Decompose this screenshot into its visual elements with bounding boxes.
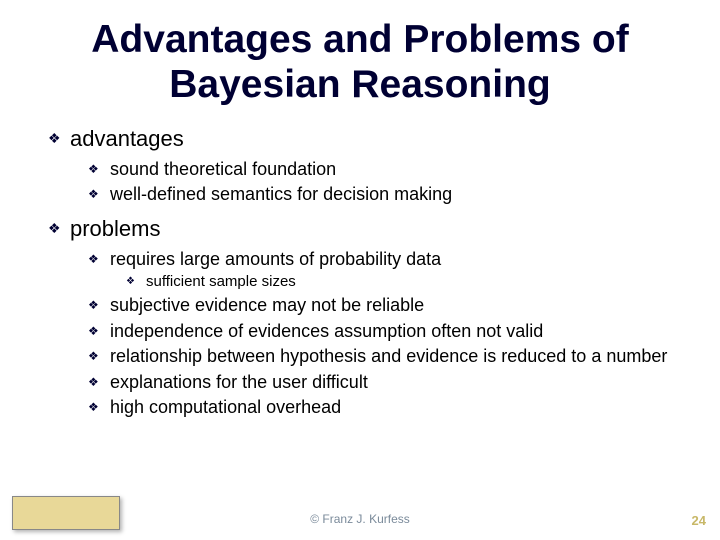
diamond-bullet-icon: ❖ [88,248,110,266]
list-item: ❖ relationship between hypothesis and ev… [88,345,680,368]
section-label: problems [70,216,160,242]
list-item: ❖ subjective evidence may not be reliabl… [88,294,680,317]
diamond-bullet-icon: ❖ [126,273,146,287]
item-text: well-defined semantics for decision maki… [110,183,452,206]
diamond-bullet-icon: ❖ [88,345,110,363]
list-item: ❖ explanations for the user difficult [88,371,680,394]
item-text: explanations for the user difficult [110,371,368,394]
sub-list-item: ❖ sufficient sample sizes [126,273,680,290]
list-item: ❖ independence of evidences assumption o… [88,320,680,343]
copyright-text: © Franz J. Kurfess [0,512,720,526]
slide-title: Advantages and Problems of Bayesian Reas… [40,18,680,108]
diamond-bullet-icon: ❖ [88,183,110,201]
list-item: ❖ requires large amounts of probability … [88,248,680,271]
diamond-bullet-icon: ❖ [48,126,70,147]
section-items: ❖ requires large amounts of probability … [48,248,680,419]
section-heading: ❖ problems [48,216,680,242]
diamond-bullet-icon: ❖ [88,294,110,312]
section-heading: ❖ advantages [48,126,680,152]
page-number: 24 [692,513,706,528]
section-label: advantages [70,126,184,152]
list-item: ❖ high computational overhead [88,396,680,419]
diamond-bullet-icon: ❖ [88,396,110,414]
slide: Advantages and Problems of Bayesian Reas… [0,0,720,540]
diamond-bullet-icon: ❖ [88,158,110,176]
item-text: relationship between hypothesis and evid… [110,345,667,368]
item-text: sound theoretical foundation [110,158,336,181]
diamond-bullet-icon: ❖ [88,371,110,389]
sub-item-text: sufficient sample sizes [146,273,296,290]
section-items: ❖ sound theoretical foundation ❖ well-de… [48,158,680,206]
list-item: ❖ sound theoretical foundation [88,158,680,181]
sub-items: ❖ sufficient sample sizes [88,273,680,290]
diamond-bullet-icon: ❖ [88,320,110,338]
item-text: high computational overhead [110,396,341,419]
item-text: requires large amounts of probability da… [110,248,441,271]
slide-content: ❖ advantages ❖ sound theoretical foundat… [40,126,680,419]
diamond-bullet-icon: ❖ [48,216,70,237]
list-item: ❖ well-defined semantics for decision ma… [88,183,680,206]
item-text: independence of evidences assumption oft… [110,320,543,343]
item-text: subjective evidence may not be reliable [110,294,424,317]
